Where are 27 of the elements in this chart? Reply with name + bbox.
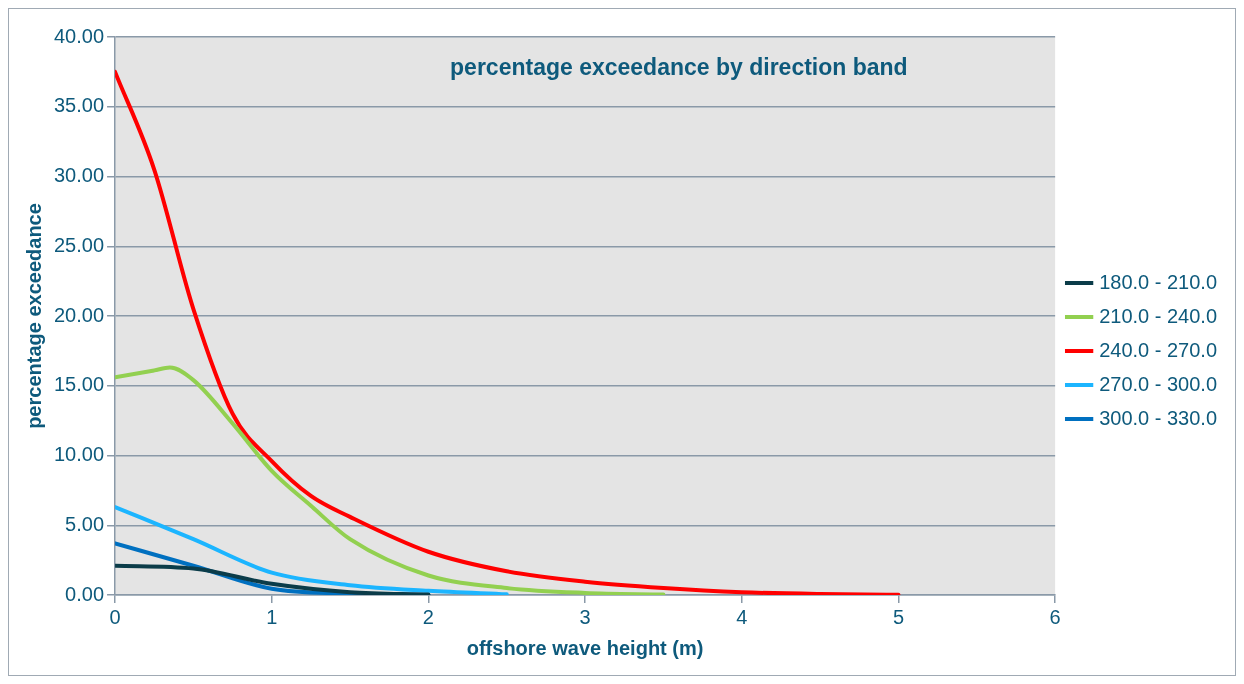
y-tick-label: 20.00 [53,303,105,326]
y-axis-title: percentage exceedance [22,203,45,429]
line-series [115,563,431,595]
y-tick-label: 10.00 [53,443,105,466]
legend-label: 180.0 - 210.0 [1099,270,1217,293]
line-series [115,505,509,595]
y-tick-label: 25.00 [53,233,105,256]
x-tick-label: 0 [109,605,121,628]
text: percentage exceedance by direction band [450,54,908,81]
x-tick-label: 6 [1049,605,1061,628]
y-tick-label: 15.00 [53,373,105,396]
y-tick-label: 35.00 [53,94,105,117]
x-tick-label: 5 [892,605,905,628]
legend-label: 210.0 - 240.0 [1099,304,1217,327]
x-tick-label: 4 [736,605,748,628]
y-tick-label: 0.00 [65,582,105,605]
y-tick-label: 40.00 [53,24,105,47]
line-series [115,365,666,595]
y-tick-label: 5.00 [65,512,105,535]
legend-label: 270.0 - 300.0 [1099,372,1217,395]
x-tick-label: 1 [266,605,278,628]
x-tick-label: 3 [579,605,591,628]
y-tick-label: 30.00 [53,164,105,187]
x-axis-title: offshore wave height (m) [466,636,704,659]
legend-label: 240.0 - 270.0 [1099,338,1217,361]
x-tick-label: 2 [422,605,434,628]
legend-label: 300.0 - 330.0 [1099,406,1217,429]
